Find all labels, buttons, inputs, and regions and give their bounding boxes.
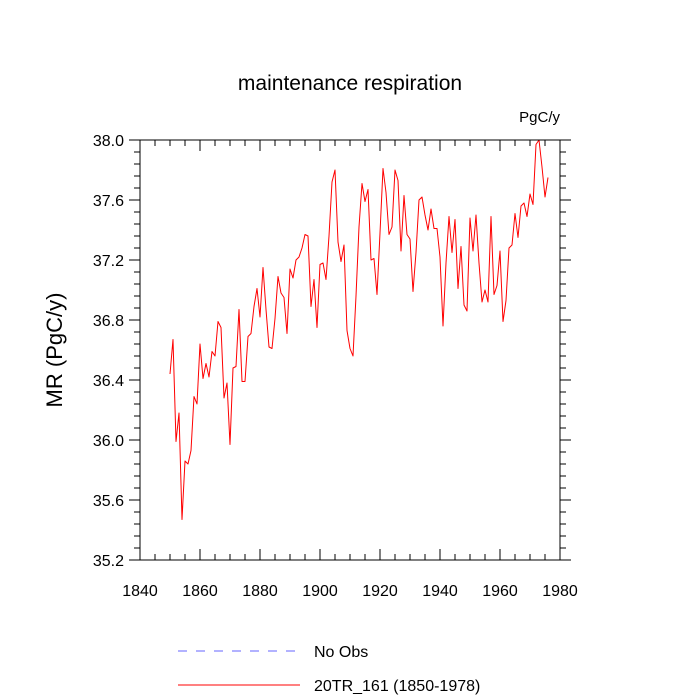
- y-tick-label: 37.2: [93, 253, 124, 270]
- axis-tick-labels: 1840 1860 1880 1900 1920 1940 1960 1980 35.2 35.6…: [93, 133, 578, 600]
- x-tick-label: 1900: [302, 583, 338, 600]
- chart-title: maintenance respiration: [238, 72, 462, 95]
- x-tick-label: 1840: [122, 583, 158, 600]
- x-tick-label: 1940: [422, 583, 458, 600]
- y-tick-label: 36.8: [93, 313, 124, 330]
- x-tick-label: 1860: [182, 583, 218, 600]
- y-tick-label: 36.0: [93, 433, 124, 450]
- x-tick-label: 1980: [542, 583, 578, 600]
- plot-area: [169, 139, 549, 520]
- y-tick-label: 35.2: [93, 553, 124, 570]
- x-tick-label: 1960: [482, 583, 518, 600]
- x-tick-label: 1880: [242, 583, 278, 600]
- x-tick-label: 1920: [362, 583, 398, 600]
- legend-label-no-obs: No Obs: [314, 644, 368, 661]
- y-tick-label: 36.4: [93, 373, 124, 390]
- legend-label-20tr-161: 20TR_161 (1850-1978): [314, 678, 480, 695]
- axis-ticks: [129, 139, 571, 561]
- series-line-0: [169, 139, 549, 520]
- units-label: PgC/y: [519, 109, 560, 126]
- y-tick-label: 38.0: [93, 133, 124, 150]
- legend: No Obs 20TR_161 (1850-1978): [178, 644, 480, 695]
- y-tick-label: 35.6: [93, 493, 124, 510]
- plot-frame: [139, 139, 561, 561]
- y-axis-label: MR (PgC/y): [42, 293, 67, 408]
- y-tick-label: 37.6: [93, 193, 124, 210]
